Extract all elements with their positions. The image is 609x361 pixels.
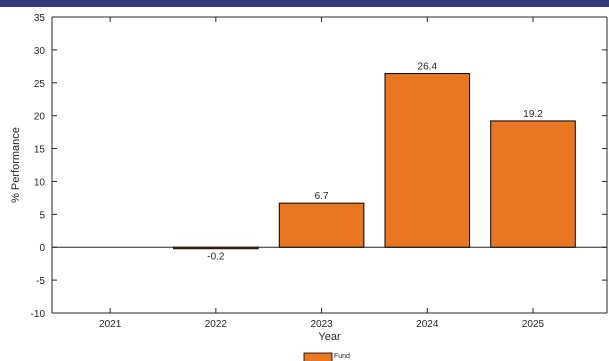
data-label-2025: 19.2 — [523, 109, 543, 120]
data-labels: -0.2 6.7 26.4 19.2 — [207, 62, 543, 263]
x-tick-label: 2022 — [205, 319, 228, 330]
y-tick-label: -5 — [36, 276, 45, 287]
x-axis-title: Year — [318, 331, 341, 343]
y-tick-label: 20 — [34, 112, 46, 123]
bars — [173, 73, 576, 250]
data-label-2023: 6.7 — [315, 191, 329, 202]
header-bar — [0, 0, 609, 7]
y-tick-label: 25 — [34, 79, 46, 90]
y-tick-label: 35 — [34, 13, 46, 24]
legend-swatch-fund — [303, 352, 333, 361]
bar-2023 — [278, 202, 365, 248]
bar-2022 — [173, 246, 259, 250]
data-label-2022: -0.2 — [207, 252, 225, 263]
legend-label-fund: Fund — [334, 353, 350, 360]
x-ticks: 2021 2022 2023 2024 2025 — [99, 17, 545, 330]
y-ticks: -10 -5 0 5 10 15 20 25 30 35 — [31, 13, 607, 320]
x-tick-label: 2024 — [416, 319, 439, 330]
x-tick-label: 2021 — [99, 319, 122, 330]
y-tick-label: -10 — [31, 309, 46, 320]
bar-2025 — [490, 120, 576, 248]
y-tick-label: 0 — [39, 243, 45, 254]
legend: Fund — [303, 352, 350, 361]
bar-2024 — [384, 73, 471, 248]
x-tick-label: 2025 — [522, 319, 545, 330]
y-tick-label: 15 — [34, 145, 46, 156]
x-tick-label: 2023 — [310, 319, 333, 330]
y-tick-label: 5 — [39, 210, 45, 221]
y-axis-title: % Performance — [10, 127, 22, 203]
data-label-2024: 26.4 — [418, 62, 438, 73]
y-tick-label: 30 — [34, 46, 46, 57]
y-tick-label: 10 — [34, 177, 46, 188]
